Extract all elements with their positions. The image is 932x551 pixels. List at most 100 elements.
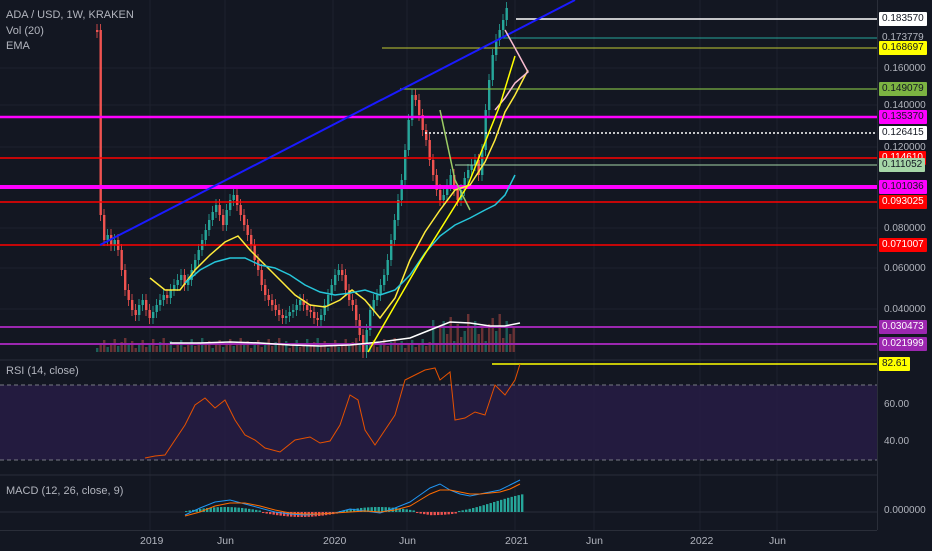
macd-tick: 0.000000 [884,505,926,516]
candle [96,30,99,32]
volume-bar [470,327,473,352]
ascending-trendline[interactable] [99,0,576,246]
volume-bar [267,339,270,352]
price-tick: 0.160000 [884,63,926,74]
time-label: Jun [217,535,234,547]
volume-bar [432,320,435,352]
candle [208,220,211,230]
volume-bar [474,321,477,352]
candle [404,150,407,180]
volume-bar [309,346,312,352]
volume-bar [103,340,106,352]
candle [278,310,281,315]
macd-bar [213,507,216,512]
price-tick: 0.060000 [884,263,926,274]
volume-bar [264,343,267,352]
price-tag: 0.135370 [879,110,927,124]
price-tick: 0.040000 [884,304,926,315]
volume-bar [512,328,515,352]
volume-bar [425,346,428,352]
drawn-yellow-trend[interactable] [367,55,516,353]
price-tag: 0.149079 [879,82,927,96]
macd-bar [227,507,230,512]
candle [229,200,232,210]
macd-bar [475,507,478,512]
macd-line [184,479,521,516]
price-tick: 0.140000 [884,100,926,111]
candle [477,160,480,175]
candle [145,300,148,310]
candle [173,285,176,290]
volume-bar [274,342,277,352]
volume-bar [285,341,288,352]
candle [488,80,491,110]
volume-bar [404,348,407,352]
time-axis[interactable] [0,530,932,551]
macd-bar [514,495,517,512]
macd-bar [409,509,412,512]
volume-bar [372,340,375,352]
price-tick: 0.120000 [884,142,926,153]
candle [397,200,400,220]
candle [250,235,253,245]
volume-bar [376,347,379,352]
macd-bar [360,507,363,512]
volume-bar [236,342,239,352]
volume-bar [120,342,123,352]
macd-signal-line [184,483,521,517]
volume-bar [141,340,144,352]
macd-bar [185,511,188,512]
volume-bar [481,328,484,352]
candle [449,175,452,185]
candle [344,275,347,290]
macd-bar [381,507,384,512]
volume-bar [208,341,211,352]
candle [393,220,396,240]
macd-bar [349,509,352,512]
macd-legend[interactable]: MACD (12, 26, close, 9) [6,485,124,497]
volume-bar [99,344,102,352]
rsi-tick: 40.00 [884,436,910,447]
rsi-value-tag: 82.61 [879,357,911,371]
ema-legend[interactable]: EMA [6,40,30,52]
candle [446,185,449,195]
rsi-legend[interactable]: RSI (14, close) [6,365,79,377]
candle [197,250,200,260]
macd-bar [370,507,373,512]
macd-bar [426,512,429,515]
macd-bar [500,499,503,512]
candle [152,312,155,318]
macd-bar [405,509,408,512]
volume-bar [495,331,498,352]
macd-bar [412,510,415,512]
price-tag: 0.030473 [879,320,927,334]
macd-bar [262,512,265,514]
symbol-legend[interactable]: ADA / USD, 1W, KRAKEN [6,9,134,21]
volume-bar [295,340,298,352]
candle [432,160,435,175]
drawn-green-trend[interactable] [439,109,471,211]
volume-bar [176,344,179,352]
volume-bar [225,343,228,352]
candle [418,100,421,115]
time-label: 2019 [140,535,164,547]
candle [124,270,127,290]
price-tag: 0.101036 [879,180,927,194]
candle [274,305,277,310]
price-tag: 0.071007 [879,238,927,252]
volume-legend[interactable]: Vol (20) [6,25,44,37]
macd-bar [283,512,286,517]
volume-bar [337,347,340,352]
volume-bar [173,348,176,352]
candle [400,180,403,200]
volume-bar [257,340,260,352]
candle [187,280,190,285]
volume-bar [152,339,155,352]
macd-bar [493,501,496,512]
macd-bar [237,507,240,512]
volume-bar [218,340,221,352]
candle [386,260,389,275]
volume-bar [498,314,501,352]
candle [155,305,158,312]
